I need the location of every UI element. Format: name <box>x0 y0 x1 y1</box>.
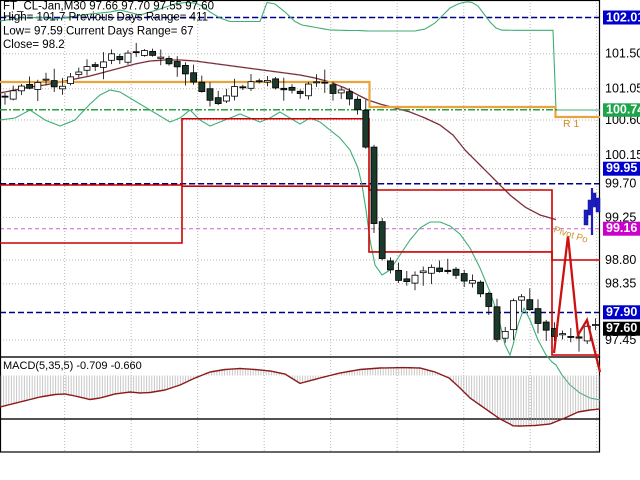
svg-text:99.70: 99.70 <box>605 177 636 191</box>
svg-text:99.95: 99.95 <box>606 161 637 175</box>
svg-text:100.74: 100.74 <box>606 103 640 117</box>
svg-text:99.16: 99.16 <box>606 221 637 235</box>
svg-text:Close= 98.2: Close= 98.2 <box>3 39 65 51</box>
svg-text:98.80: 98.80 <box>605 253 636 267</box>
svg-text:MACD(5,35,5) -0.709 -0.660: MACD(5,35,5) -0.709 -0.660 <box>3 360 142 372</box>
svg-text:97.90: 97.90 <box>606 305 637 319</box>
svg-text:101.50: 101.50 <box>605 47 640 61</box>
svg-text:97.60: 97.60 <box>606 321 637 335</box>
svg-text:101.05: 101.05 <box>605 82 640 96</box>
svg-text:102.01: 102.01 <box>606 10 640 24</box>
svg-text:98.35: 98.35 <box>605 277 636 291</box>
svg-text:Low= 97.59 Current Days Ran: Low= 97.59 Current Days Range= 67 <box>3 26 194 38</box>
svg-text:R 1: R 1 <box>563 118 580 130</box>
svg-text:High= 101.7 Previous Days R: High= 101.7 Previous Days Range= 411 <box>3 12 208 24</box>
svg-text:100.15: 100.15 <box>605 148 640 162</box>
